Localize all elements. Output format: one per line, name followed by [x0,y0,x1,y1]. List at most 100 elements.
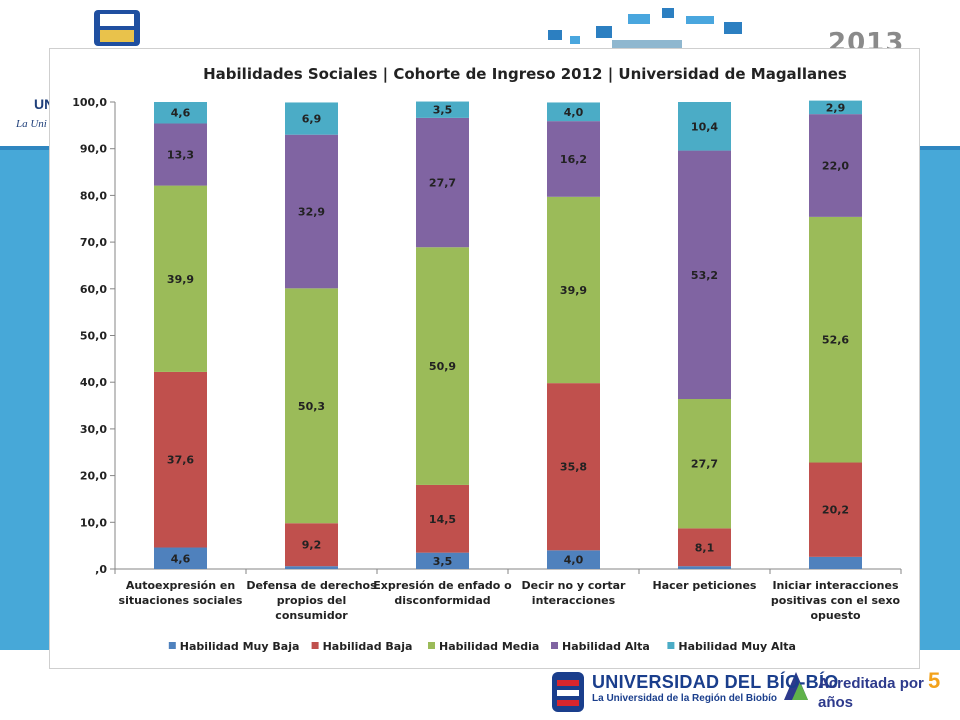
legend-swatch [168,642,176,649]
data-label: 13,3 [167,149,194,162]
bar-segment [154,123,207,186]
x-category-label: opuesto [810,609,861,622]
legend-swatch [428,642,435,649]
footer-crest [552,672,584,712]
x-category-label: situaciones sociales [119,594,243,607]
y-tick-label: 70,0 [80,236,107,249]
accreditation-text: Acreditada por [818,675,924,692]
legend-label: Habilidad Media [439,640,539,653]
y-tick-label: 80,0 [80,189,107,202]
bar-segment [678,566,731,569]
y-tick-label: 10,0 [80,516,107,529]
data-label: 37,6 [167,454,194,467]
bar-segment [678,399,731,529]
x-category-label: Iniciar interacciones [772,579,898,592]
header-university-subtitle: La Uni [16,118,47,130]
y-tick-label: 100,0 [72,96,107,109]
data-label: 39,9 [167,273,194,286]
bar-segment [547,102,600,122]
y-tick-label: 40,0 [80,376,107,389]
bar-segment [285,102,338,135]
bar-segment [416,484,469,553]
data-label: 14,5 [429,513,456,526]
bar-segment [154,371,207,548]
data-label: 4,0 [564,106,584,119]
x-category-label: Decir no y cortar [522,579,627,592]
data-label: 39,9 [560,284,587,297]
data-label: 2,9 [826,101,846,114]
bar-segment [285,566,338,569]
bar-segment [678,150,731,400]
data-label: 4,6 [171,107,191,120]
x-category-label: Expresión de enfado o [373,579,512,592]
data-label: 53,2 [691,269,718,282]
data-label: 3,5 [433,104,453,117]
bar-segment [678,528,731,567]
bar-segment [154,102,207,124]
data-label: 27,7 [429,177,456,190]
x-category-label: disconformidad [394,594,490,607]
data-label: 35,8 [560,461,587,474]
data-label: 32,9 [298,206,325,219]
accreditation-unit: años [818,694,854,711]
data-label: 4,6 [171,552,191,565]
data-label: 27,7 [691,458,718,471]
x-category-label: Hacer peticiones [653,579,757,592]
data-label: 52,6 [822,334,849,347]
top-decoration-squares [548,8,742,48]
legend-label: Habilidad Baja [323,640,413,653]
y-tick-label: 60,0 [80,283,107,296]
bar-segment [416,247,469,485]
stacked-bar-chart: Habilidades Sociales | Cohorte de Ingres… [72,65,902,653]
data-label: 16,2 [560,153,587,166]
x-category-label: interacciones [532,594,616,607]
x-category-label: consumidor [275,609,348,622]
chart-frame: Habilidades Sociales | Cohorte de Ingres… [49,48,920,669]
bar-segment [154,185,207,372]
bar-segment [809,100,862,115]
data-label: 6,9 [302,113,322,126]
data-label: 50,3 [298,400,325,413]
bar-segment [809,114,862,217]
data-label: 3,5 [433,555,453,568]
bar-segment [547,383,600,551]
bar-segment [285,288,338,524]
bar-segment [547,550,600,569]
bar-segment [809,462,862,557]
legend-label: Habilidad Muy Alta [678,640,796,653]
bar-segment [809,556,862,569]
legend-swatch [551,642,558,649]
y-tick-label: 90,0 [80,143,107,156]
data-label: 50,9 [429,360,456,373]
footer-university-subtitle: La Universidad de la Región del Biobío [592,693,778,704]
legend-swatch [311,642,319,649]
data-label: 8,1 [695,541,715,554]
accreditation-badge: Acreditada por 5 años [818,668,960,711]
blue-band-left [0,150,49,650]
y-tick-label: 20,0 [80,470,107,483]
data-label: 10,4 [691,120,718,133]
data-label: 4,0 [564,554,584,567]
data-label: 9,2 [302,539,322,552]
x-category-label: positivas con el sexo [771,594,901,607]
bar-segment [154,547,207,569]
data-label: 20,2 [822,504,849,517]
y-tick-label: ,0 [95,563,107,576]
legend-label: Habilidad Alta [562,640,650,653]
data-label: 22,0 [822,160,849,173]
x-category-label: Defensa de derechos [246,579,377,592]
bar-segment [285,134,338,289]
bar-segment [547,121,600,197]
x-category-label: propios del [277,594,347,607]
institution-crest [94,10,140,46]
bar-segment [678,102,731,151]
y-tick-label: 50,0 [80,330,107,343]
bar-segment [285,523,338,567]
y-tick-label: 30,0 [80,423,107,436]
footer-university-name: UNIVERSIDAD DEL BÍO-BÍO [592,672,839,692]
accreditation-years: 5 [928,668,941,693]
bar-segment [809,216,862,463]
chart-title: Habilidades Sociales | Cohorte de Ingres… [203,65,847,84]
bar-segment [416,101,469,118]
accreditation-logo [784,672,808,700]
